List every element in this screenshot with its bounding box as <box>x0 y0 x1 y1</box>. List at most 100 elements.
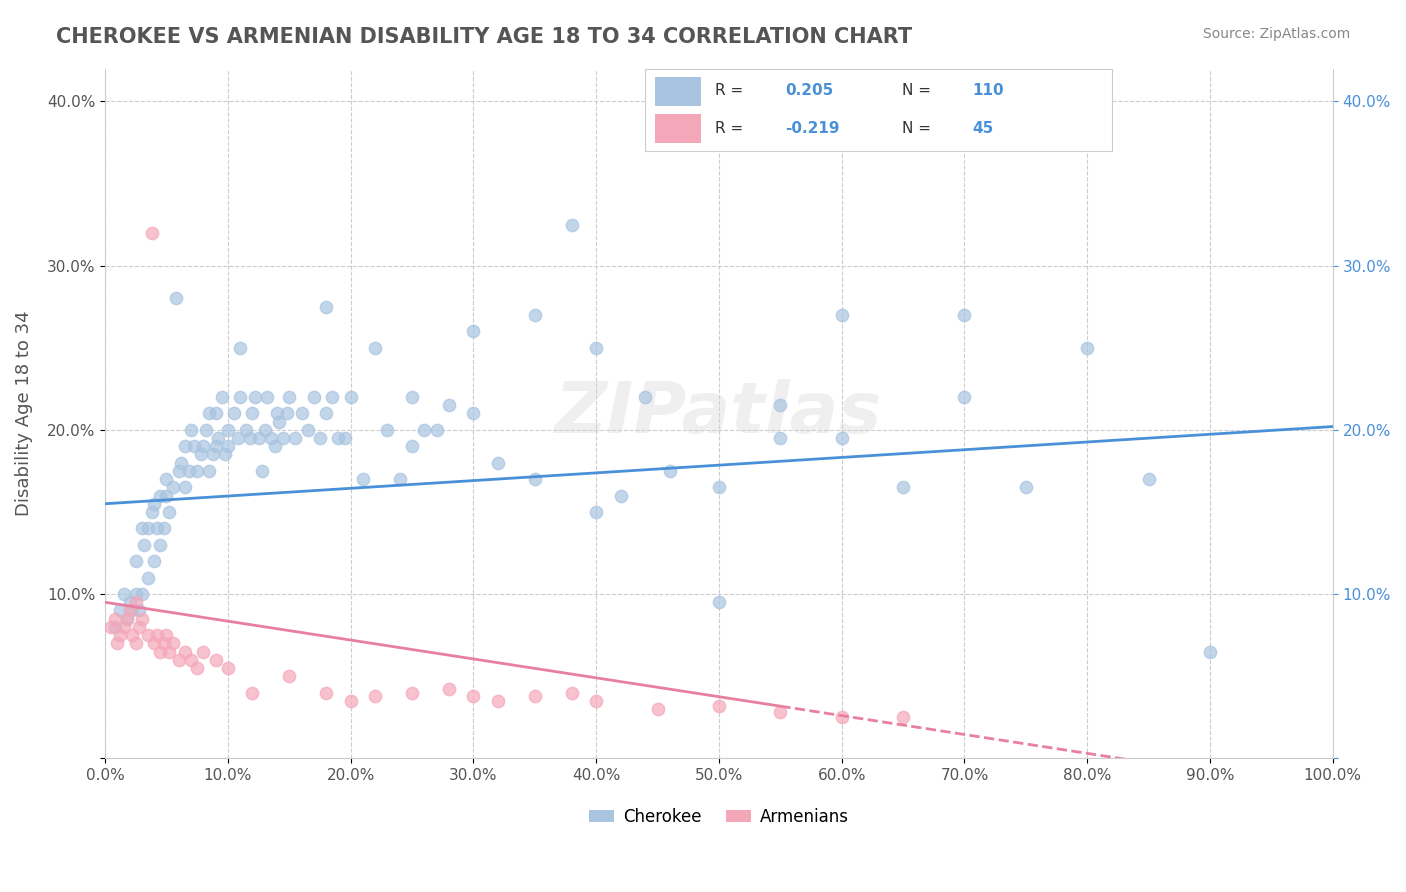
Point <box>278 390 301 404</box>
Point <box>118 603 141 617</box>
Point <box>235 423 257 437</box>
Point <box>302 390 325 404</box>
Point <box>165 292 187 306</box>
Point <box>162 636 184 650</box>
Point <box>143 554 166 568</box>
Point <box>180 423 202 437</box>
Point <box>222 406 245 420</box>
Point <box>115 612 138 626</box>
Point <box>186 661 208 675</box>
Point <box>217 661 239 675</box>
Point <box>167 653 190 667</box>
Point <box>609 489 631 503</box>
Point <box>143 636 166 650</box>
Point <box>118 595 141 609</box>
Point <box>401 439 423 453</box>
Point <box>174 644 197 658</box>
Point <box>953 308 976 322</box>
Point <box>309 431 332 445</box>
Point <box>437 398 460 412</box>
Point <box>141 505 163 519</box>
Point <box>131 521 153 535</box>
Point <box>229 341 252 355</box>
Point <box>198 464 221 478</box>
Point <box>247 431 270 445</box>
Point <box>333 431 356 445</box>
Point <box>121 628 143 642</box>
Point <box>1015 480 1038 494</box>
Point <box>426 423 449 437</box>
Point <box>125 636 148 650</box>
Point <box>243 390 266 404</box>
Point <box>253 423 276 437</box>
Point <box>585 341 607 355</box>
Point <box>141 226 163 240</box>
Point <box>145 628 167 642</box>
Text: CHEROKEE VS ARMENIAN DISABILITY AGE 18 TO 34 CORRELATION CHART: CHEROKEE VS ARMENIAN DISABILITY AGE 18 T… <box>56 27 912 46</box>
Text: Source: ZipAtlas.com: Source: ZipAtlas.com <box>1202 27 1350 41</box>
Point <box>125 554 148 568</box>
Point <box>143 497 166 511</box>
Point <box>315 685 337 699</box>
Point <box>707 595 730 609</box>
Point <box>183 439 205 453</box>
Point <box>284 431 307 445</box>
Point <box>131 587 153 601</box>
Point <box>647 702 669 716</box>
Point <box>463 406 485 420</box>
Point <box>377 423 399 437</box>
Point <box>769 431 792 445</box>
Point <box>328 431 350 445</box>
Point <box>585 694 607 708</box>
Point <box>352 472 374 486</box>
Point <box>104 612 127 626</box>
Point <box>198 406 221 420</box>
Point <box>486 456 509 470</box>
Point <box>174 480 197 494</box>
Point <box>831 308 853 322</box>
Point <box>157 644 180 658</box>
Point <box>256 390 278 404</box>
Point <box>190 448 212 462</box>
Point <box>1199 644 1222 658</box>
Point <box>136 521 159 535</box>
Point <box>297 423 319 437</box>
Point <box>523 308 546 322</box>
Point <box>388 472 411 486</box>
Point <box>707 480 730 494</box>
Point <box>269 415 291 429</box>
Point <box>523 472 546 486</box>
Point <box>364 689 387 703</box>
Point <box>162 480 184 494</box>
Point <box>153 521 176 535</box>
Point <box>115 612 138 626</box>
Point <box>155 628 177 642</box>
Point <box>174 439 197 453</box>
Point <box>242 406 264 420</box>
Point <box>364 341 387 355</box>
Point <box>339 390 361 404</box>
Point <box>242 685 264 699</box>
Point <box>108 603 131 617</box>
Point <box>125 587 148 601</box>
Point <box>463 324 485 338</box>
Point <box>155 489 177 503</box>
Point <box>486 694 509 708</box>
Point <box>167 464 190 478</box>
Point <box>831 431 853 445</box>
Point <box>1137 472 1160 486</box>
Point <box>149 644 172 658</box>
Point <box>769 398 792 412</box>
Point <box>769 706 792 720</box>
Y-axis label: Disability Age 18 to 34: Disability Age 18 to 34 <box>15 310 32 516</box>
Point <box>125 595 148 609</box>
Point <box>271 431 294 445</box>
Point <box>252 464 274 478</box>
Point <box>658 464 681 478</box>
Point <box>128 603 150 617</box>
Point <box>104 620 127 634</box>
Point <box>121 603 143 617</box>
Point <box>202 448 225 462</box>
Point <box>177 464 200 478</box>
Point <box>276 406 298 420</box>
